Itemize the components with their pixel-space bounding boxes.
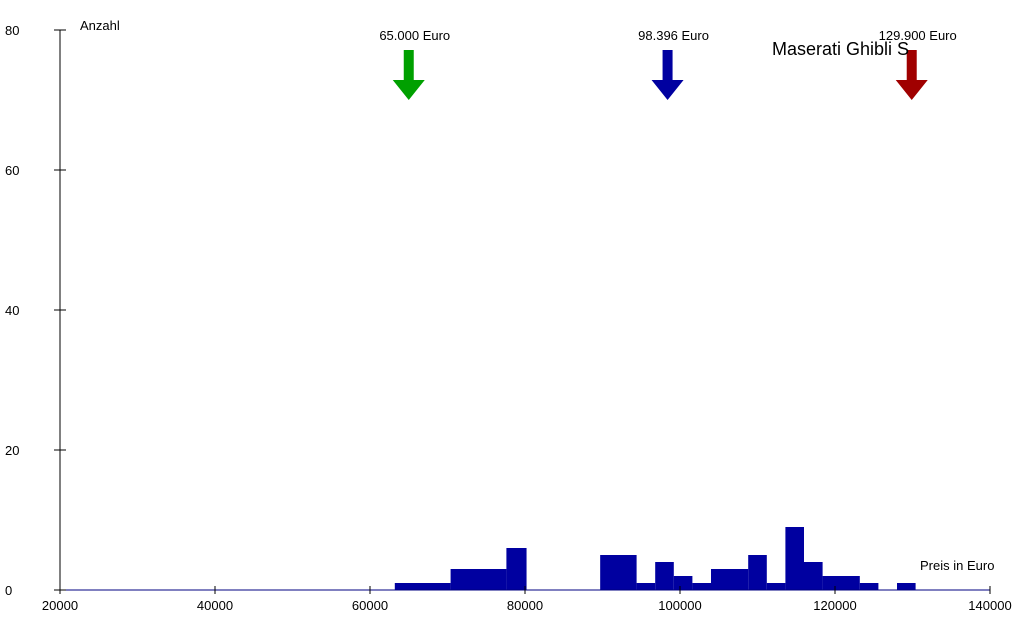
y-tick-label: 0 — [5, 583, 12, 598]
price-markers: 65.000 Euro 98.396 Euro 129.900 Euro — [379, 28, 957, 100]
y-tick-label: 40 — [5, 303, 19, 318]
y-tick-label: 80 — [5, 23, 19, 38]
histogram-bar-0-3 — [600, 555, 637, 590]
histogram-bar-0-0 — [394, 583, 451, 590]
histogram-bar-0-8 — [711, 569, 749, 590]
x-tick-label: 120000 — [813, 598, 856, 613]
histogram-bar-0-5 — [655, 562, 674, 590]
histogram-bars — [394, 527, 916, 590]
histogram-bar-0-14 — [859, 583, 879, 590]
histogram-bar-0-12 — [804, 562, 823, 590]
chart-axes: 0 20 40 60 80 20000 40000 60000 80000 100000 1200… — [5, 23, 1012, 613]
x-tick-label: 20000 — [42, 598, 78, 613]
histogram-bar-0-10 — [766, 583, 786, 590]
marker-arrow-2 — [895, 50, 928, 100]
x-tick-label: 100000 — [658, 598, 701, 613]
y-tick-label: 20 — [5, 443, 19, 458]
histogram-bar-0-6 — [673, 576, 693, 590]
x-tick-label: 60000 — [352, 598, 388, 613]
marker-label-2: 129.900 Euro — [879, 28, 957, 43]
x-tick-label: 80000 — [507, 598, 543, 613]
histogram-bar-0-9 — [748, 555, 767, 590]
x-tick-label: 140000 — [968, 598, 1011, 613]
y-tick-label: 60 — [5, 163, 19, 178]
x-axis-label: Preis in Euro — [920, 558, 994, 573]
x-tick-label: 40000 — [197, 598, 233, 613]
histogram-bar-0-4 — [636, 583, 656, 590]
histogram-bar-0-2 — [506, 548, 527, 590]
histogram-bar-0-15 — [897, 583, 916, 590]
chart-title: Maserati Ghibli S — [772, 39, 909, 59]
marker-label-0: 65.000 Euro — [379, 28, 450, 43]
y-axis-label: Anzahl — [80, 18, 120, 33]
y-axis-ticks: 0 20 40 60 80 — [5, 23, 66, 598]
histogram-bar-0-13 — [822, 576, 860, 590]
x-axis-ticks: 20000 40000 60000 80000 100000 120000 140000 — [42, 586, 1012, 613]
histogram-bar-0-1 — [450, 569, 507, 590]
marker-label-1: 98.396 Euro — [638, 28, 709, 43]
histogram-bar-0-11 — [785, 527, 804, 590]
marker-arrow-0 — [392, 50, 425, 100]
histogram-bar-0-7 — [692, 583, 711, 590]
marker-arrow-1 — [651, 50, 684, 100]
